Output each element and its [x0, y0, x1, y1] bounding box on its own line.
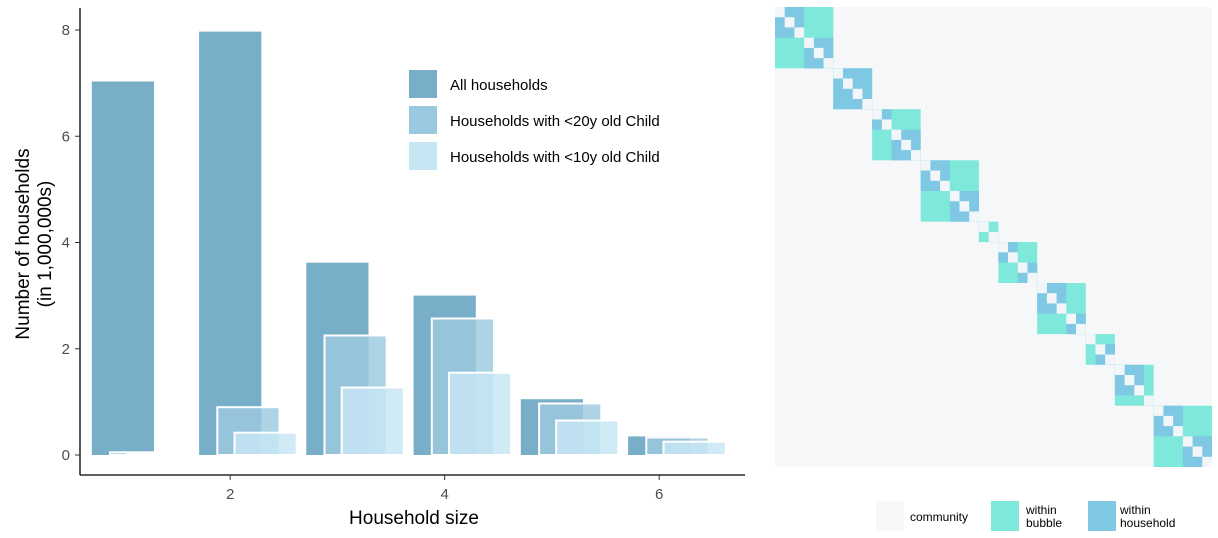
diagonal-cell [1192, 446, 1203, 457]
diagonal-cell [775, 7, 785, 18]
bar-all-1 [91, 81, 154, 455]
diagonal-cell [910, 150, 921, 161]
diagonal-cell [920, 160, 931, 171]
legend-swatch [409, 106, 437, 134]
matrix-legend-swatch [991, 501, 1019, 531]
x-tick-label: 2 [226, 486, 234, 503]
diagonal-cell [1124, 375, 1135, 386]
diagonal-cell [978, 221, 989, 232]
legend-swatch [409, 70, 437, 98]
diagonal-cell [794, 27, 805, 38]
diagonal-cell [1163, 415, 1174, 427]
diagonal-cell [1095, 344, 1106, 355]
bar-child-under-10-6 [662, 440, 727, 457]
legend-label: Households with <20y old Child [450, 113, 660, 130]
y-tick-label: 0 [62, 447, 70, 464]
matrix-legend-label: within household [1119, 503, 1175, 530]
matrix-legend-swatch [876, 501, 904, 531]
matrix-legend-label: within bubble [1025, 503, 1062, 530]
diagonal-cell [930, 170, 941, 181]
diagonal-cell [862, 99, 873, 110]
x-ticks: 2 4 6 [226, 475, 663, 503]
bar-child-under-10-5 [555, 419, 620, 456]
diagonal-cell [1202, 456, 1212, 467]
legend-swatch [409, 142, 437, 170]
y-tick-label: 6 [62, 128, 70, 145]
diagonal-cell [1076, 323, 1086, 335]
bar-child-under-10-2 [233, 431, 298, 457]
x-tick-label: 6 [655, 486, 663, 503]
diagonal-cell [998, 242, 1009, 253]
y-tick-label: 8 [62, 22, 70, 39]
diagonal-cell [1173, 426, 1183, 437]
diagonal-cell [901, 139, 911, 151]
bar-chart: 0 2 4 6 8 2 4 6 Household size Number of house… [13, 8, 745, 529]
matrix-cells [775, 7, 1212, 467]
diagonal-cell [823, 58, 834, 69]
diagonal-cell [1182, 436, 1193, 447]
diagonal-cell [891, 129, 902, 140]
y-axis-label-line-2-text: (in 1,000,000s) [35, 181, 56, 308]
diagonal-cell [833, 68, 843, 79]
bar-child-under-10-3 [340, 386, 405, 456]
diagonal-cell [852, 88, 863, 99]
diagonal-cell [1153, 405, 1164, 416]
diagonal-cell [1144, 395, 1154, 406]
diagonal-cell [1056, 303, 1067, 314]
y-axis-label-line-1-text: Number of households [13, 148, 34, 339]
bar-legend: All households Households with <20y old C… [409, 70, 660, 170]
y-ticks: 0 2 4 6 8 [62, 22, 80, 464]
diagonal-cell [949, 191, 960, 202]
diagonal-cell [842, 78, 853, 89]
bars-layer [91, 31, 727, 457]
x-axis-label: Household size [349, 508, 479, 529]
contact-matrix: community within bubble within household [770, 0, 1218, 533]
diagonal-cell [1046, 293, 1057, 304]
diagonal-cell [969, 211, 979, 222]
diagonal-cell [872, 109, 882, 120]
bar-all-2 [199, 31, 262, 455]
legend-label: All households [450, 77, 548, 94]
diagonal-cell [1008, 252, 1018, 263]
legend-label: Households with <10y old Child [450, 149, 660, 166]
bar-child-under-10-4 [448, 371, 513, 457]
matrix-legend-swatch [1088, 501, 1116, 531]
x-tick-label: 4 [441, 486, 449, 503]
diagonal-cell [784, 17, 795, 28]
diagonal-cell [1105, 354, 1115, 365]
diagonal-cell [1066, 313, 1077, 324]
matrix-legend: community within bubble within household [876, 501, 1175, 531]
diagonal-cell [1085, 334, 1096, 345]
bar-child-under-10-1 [126, 452, 191, 456]
y-tick-label: 2 [62, 341, 70, 358]
diagonal-cell [1114, 364, 1125, 375]
diagonal-cell [881, 119, 892, 130]
diagonal-cell [1037, 283, 1047, 294]
diagonal-cell [1017, 262, 1028, 273]
diagonal-cell [988, 231, 999, 243]
diagonal-cell [1134, 385, 1145, 396]
diagonal-cell [813, 47, 824, 59]
diagonal-cell [959, 201, 970, 212]
diagonal-cell [1027, 272, 1038, 283]
diagonal-cell [804, 37, 814, 48]
y-tick-label: 4 [62, 235, 70, 252]
diagonal-cell [940, 180, 950, 191]
matrix-legend-label: community [910, 510, 968, 524]
